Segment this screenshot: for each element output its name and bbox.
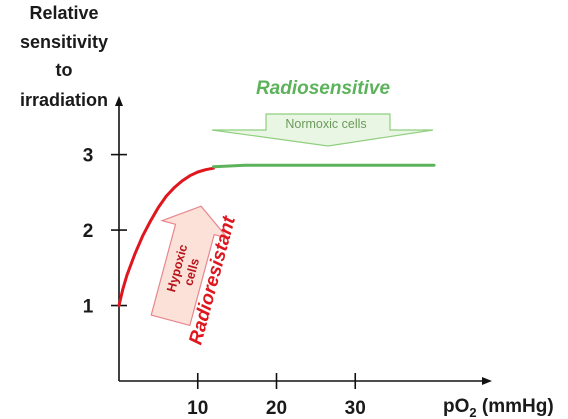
series-line-1 [212, 163, 436, 169]
y-axis-label-line: irradiation [20, 90, 108, 110]
x-tick-label: 10 [187, 398, 208, 419]
y-axis-label-line: to [56, 60, 73, 80]
x-axis-arrowhead [482, 377, 492, 385]
y-tick-label: 1 [83, 297, 94, 318]
y-tick-label: 3 [83, 146, 94, 167]
x-axis-label: pO2 (mmHg) [443, 396, 554, 419]
y-axis-label-line: Relative [29, 3, 98, 23]
normoxic-arrow-shape [211, 113, 434, 147]
y-tick-label: 2 [83, 221, 94, 242]
x-axis-label-suffix: (mmHg) [477, 396, 554, 417]
hypoxic-cells-arrow: Hypoxic cells [150, 205, 230, 327]
radiosensitive-label: Radiosensitive [256, 78, 391, 99]
x-axis-label-subscript: 2 [469, 405, 476, 419]
hypoxic-cells-label-line2: cells [181, 257, 202, 288]
axes [115, 96, 492, 385]
y-axis-label: Relative sensitivity to irradiation [20, 3, 108, 110]
y-axis-arrowhead [115, 96, 123, 106]
normoxic-cells-arrow: Normoxic cells [211, 113, 434, 147]
x-tick-label: 20 [266, 398, 287, 419]
x-tick-label: 30 [345, 398, 366, 419]
series-line-0 [117, 166, 215, 307]
series-layer [117, 163, 436, 307]
hypoxic-arrow-shape [150, 205, 230, 327]
y-axis-label-line: sensitivity [20, 32, 108, 52]
normoxic-cells-label: Normoxic cells [285, 117, 366, 131]
ticks: 1 2 3 10 20 30 [83, 146, 366, 419]
x-axis-label-prefix: pO [443, 396, 469, 417]
